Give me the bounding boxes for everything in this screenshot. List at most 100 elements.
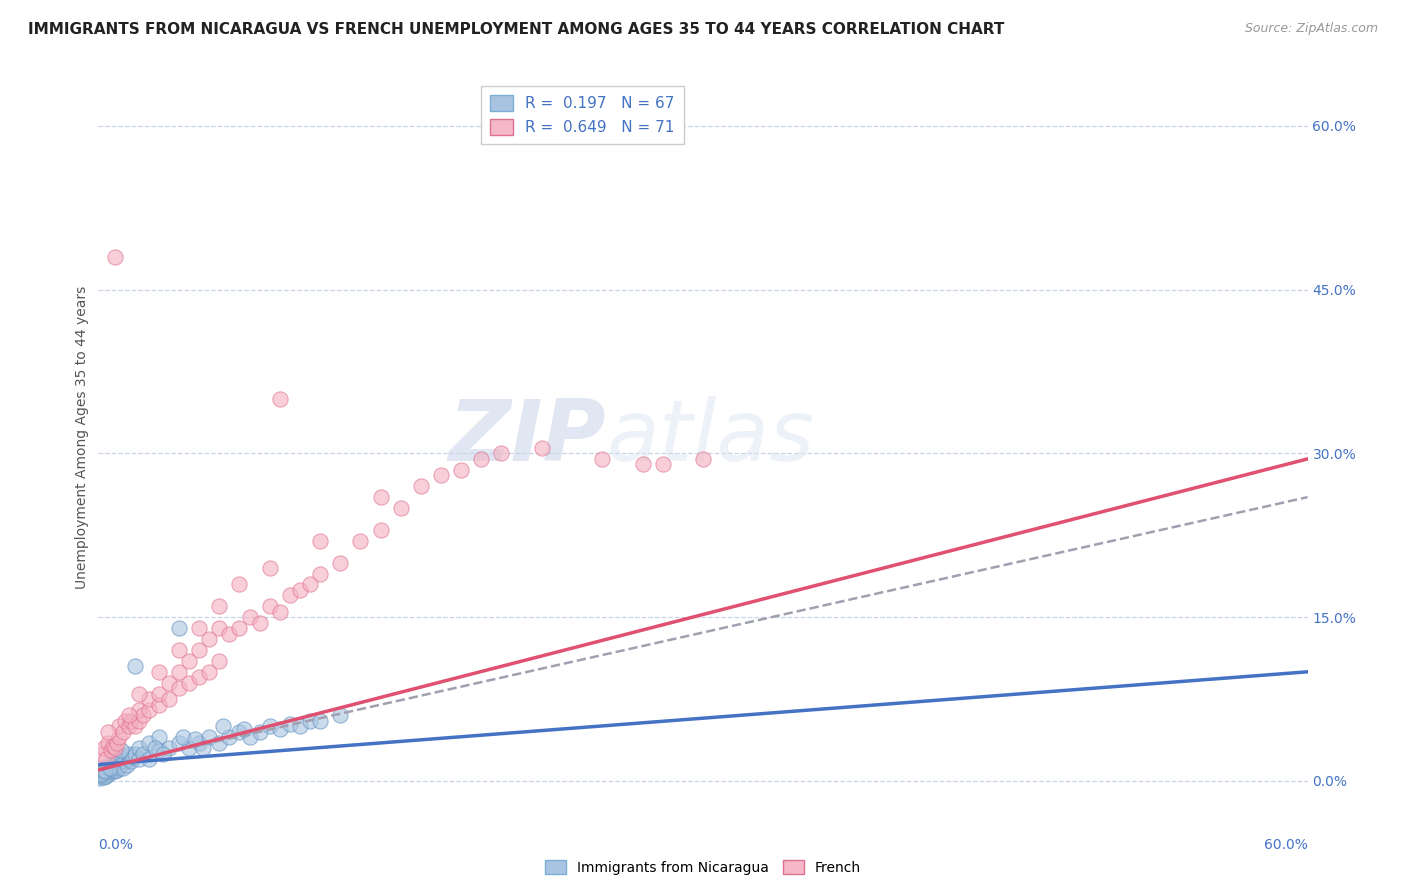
Point	[107, 761, 129, 775]
Point	[259, 719, 281, 733]
Point	[148, 687, 170, 701]
Point	[218, 731, 240, 745]
Point	[232, 722, 254, 736]
Point	[249, 724, 271, 739]
Point	[91, 747, 114, 761]
Point	[208, 599, 231, 614]
Point	[128, 703, 150, 717]
Point	[167, 681, 190, 695]
Text: ZIP: ZIP	[449, 395, 606, 479]
Point	[278, 588, 301, 602]
Point	[309, 533, 332, 548]
Point	[198, 731, 221, 745]
Point	[97, 767, 120, 781]
Point	[409, 479, 432, 493]
Text: 60.0%: 60.0%	[1264, 838, 1308, 853]
Point	[128, 752, 150, 766]
Point	[138, 703, 160, 717]
Point	[299, 714, 322, 728]
Point	[111, 724, 134, 739]
Point	[97, 757, 120, 772]
Point	[309, 566, 332, 581]
Point	[110, 757, 132, 772]
Point	[329, 556, 352, 570]
Text: Source: ZipAtlas.com: Source: ZipAtlas.com	[1244, 22, 1378, 36]
Point	[103, 757, 125, 772]
Point	[329, 708, 352, 723]
Point	[115, 757, 138, 772]
Point	[121, 750, 143, 764]
Point	[370, 490, 392, 504]
Point	[118, 708, 141, 723]
Legend: Immigrants from Nicaragua, French: Immigrants from Nicaragua, French	[540, 855, 866, 880]
Point	[90, 767, 112, 781]
Point	[124, 747, 146, 761]
Point	[208, 621, 231, 635]
Point	[128, 714, 150, 728]
Point	[288, 582, 311, 597]
Point	[89, 768, 111, 782]
Point	[96, 768, 118, 782]
Point	[118, 752, 141, 766]
Point	[93, 770, 115, 784]
Point	[111, 761, 134, 775]
Point	[188, 643, 211, 657]
Point	[124, 659, 146, 673]
Point	[167, 665, 190, 679]
Point	[188, 670, 211, 684]
Point	[259, 599, 281, 614]
Point	[105, 763, 128, 777]
Point	[148, 731, 170, 745]
Point	[198, 632, 221, 646]
Point	[118, 747, 141, 761]
Point	[101, 739, 124, 753]
Point	[288, 719, 311, 733]
Point	[120, 754, 142, 768]
Point	[269, 392, 291, 406]
Point	[249, 615, 271, 630]
Point	[111, 750, 134, 764]
Point	[128, 687, 150, 701]
Point	[208, 654, 231, 668]
Point	[228, 621, 250, 635]
Point	[107, 752, 129, 766]
Point	[100, 765, 122, 780]
Point	[157, 692, 180, 706]
Point	[101, 761, 124, 775]
Point	[651, 458, 673, 472]
Point	[349, 533, 371, 548]
Point	[105, 736, 128, 750]
Point	[172, 731, 194, 745]
Point	[148, 665, 170, 679]
Y-axis label: Unemployment Among Ages 35 to 44 years: Unemployment Among Ages 35 to 44 years	[76, 285, 90, 589]
Point	[212, 719, 235, 733]
Point	[114, 714, 136, 728]
Point	[269, 722, 291, 736]
Point	[89, 771, 111, 785]
Point	[228, 577, 250, 591]
Point	[278, 717, 301, 731]
Point	[167, 736, 190, 750]
Point	[97, 724, 120, 739]
Point	[299, 577, 322, 591]
Point	[167, 643, 190, 657]
Point	[103, 764, 125, 779]
Point	[259, 561, 281, 575]
Point	[105, 754, 128, 768]
Point	[370, 523, 392, 537]
Point	[100, 763, 122, 777]
Point	[470, 451, 492, 466]
Point	[198, 665, 221, 679]
Point	[107, 719, 129, 733]
Point	[167, 621, 190, 635]
Point	[96, 752, 118, 766]
Point	[157, 675, 180, 690]
Point	[124, 719, 146, 733]
Text: IMMIGRANTS FROM NICARAGUA VS FRENCH UNEMPLOYMENT AMONG AGES 35 TO 44 YEARS CORRE: IMMIGRANTS FROM NICARAGUA VS FRENCH UNEM…	[28, 22, 1004, 37]
Point	[107, 731, 129, 745]
Point	[118, 719, 141, 733]
Point	[193, 741, 215, 756]
Point	[430, 468, 453, 483]
Point	[93, 766, 115, 780]
Point	[132, 708, 155, 723]
